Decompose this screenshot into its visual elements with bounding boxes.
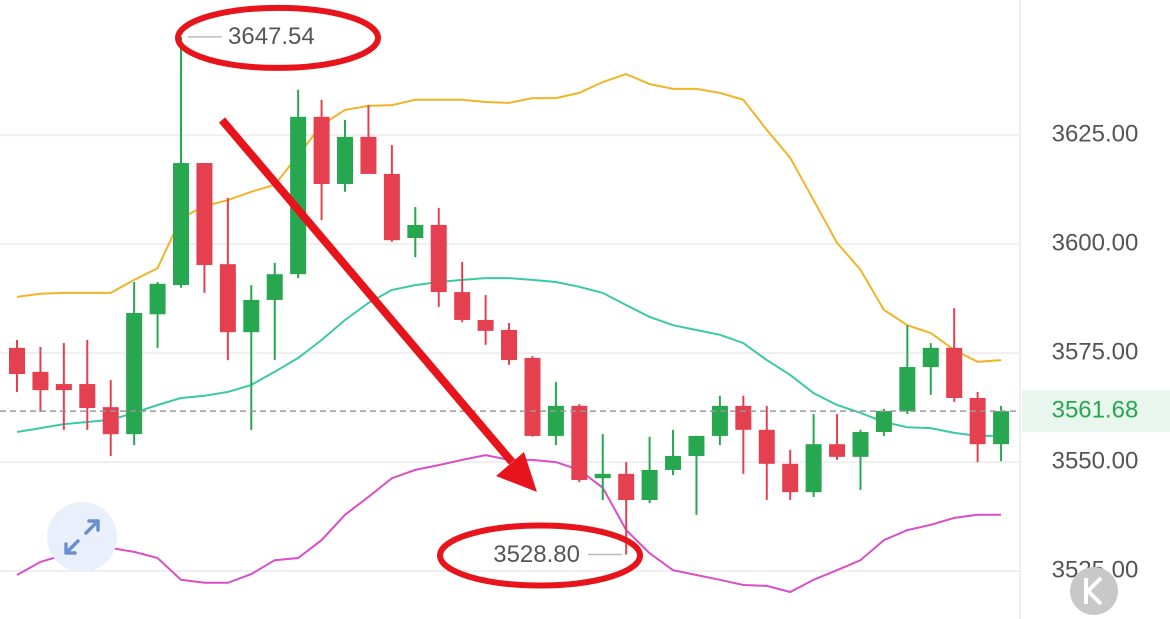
candle-body	[688, 435, 705, 456]
candle-body	[993, 411, 1010, 445]
candle-body	[219, 264, 236, 333]
candle-body	[313, 116, 330, 184]
candle-body	[337, 136, 354, 184]
candle-body	[594, 473, 611, 479]
candle-body	[407, 224, 424, 239]
candle-body	[383, 173, 400, 241]
candle-body	[665, 455, 682, 470]
candle-body	[360, 136, 377, 174]
candle-body	[711, 405, 728, 436]
annotation-label: 3647.54	[228, 23, 315, 50]
candles	[9, 36, 1010, 555]
candle-body	[430, 224, 447, 293]
y-tick-label: 3550.00	[1052, 447, 1139, 474]
candle-body	[946, 347, 963, 398]
candle-body	[922, 347, 939, 368]
trend-arrow	[218, 117, 516, 465]
highlight-ellipse	[437, 522, 643, 589]
candle-body	[266, 274, 283, 300]
candle-body	[173, 163, 190, 286]
logo	[1070, 567, 1118, 615]
y-tick-label: 3625.00	[1052, 120, 1139, 147]
candle-body	[243, 299, 260, 333]
candle-body	[477, 319, 494, 331]
candle-body	[852, 431, 869, 457]
candle-body	[571, 405, 588, 480]
last-price-box	[1022, 390, 1170, 433]
candle-body	[899, 367, 916, 412]
candle-body	[782, 463, 799, 493]
overlay: 3561.68 3647.54 3528.80	[0, 4, 1170, 589]
candle-body	[618, 473, 635, 500]
candle-body	[126, 312, 143, 435]
candle-body	[9, 347, 25, 375]
candle-body	[805, 444, 822, 493]
highlight-ellipse	[175, 4, 381, 71]
candle-body	[149, 283, 166, 315]
last-price-label: 3561.68	[1052, 396, 1139, 423]
annotation-label: 3528.80	[493, 541, 580, 568]
expand-button[interactable]	[47, 502, 117, 572]
candle-body	[79, 384, 96, 409]
candle-body	[758, 429, 775, 464]
candle-body	[501, 329, 518, 361]
candle-body	[829, 444, 846, 457]
candle-body	[524, 357, 541, 436]
candle-body	[875, 411, 892, 432]
candle-body	[102, 407, 119, 435]
y-tick-label: 3575.00	[1052, 338, 1139, 365]
candle-body	[454, 292, 471, 320]
candle-body	[735, 405, 752, 430]
arrow-head	[496, 452, 537, 492]
candle-body	[32, 371, 49, 391]
candle-body	[641, 469, 658, 500]
candle-body	[547, 405, 564, 436]
candle-body	[969, 397, 986, 445]
candle-body	[196, 163, 213, 266]
candle-body	[290, 116, 307, 275]
band-line	[16, 277, 1002, 437]
y-tick-label: 3600.00	[1052, 229, 1139, 256]
candle-body	[55, 384, 72, 391]
